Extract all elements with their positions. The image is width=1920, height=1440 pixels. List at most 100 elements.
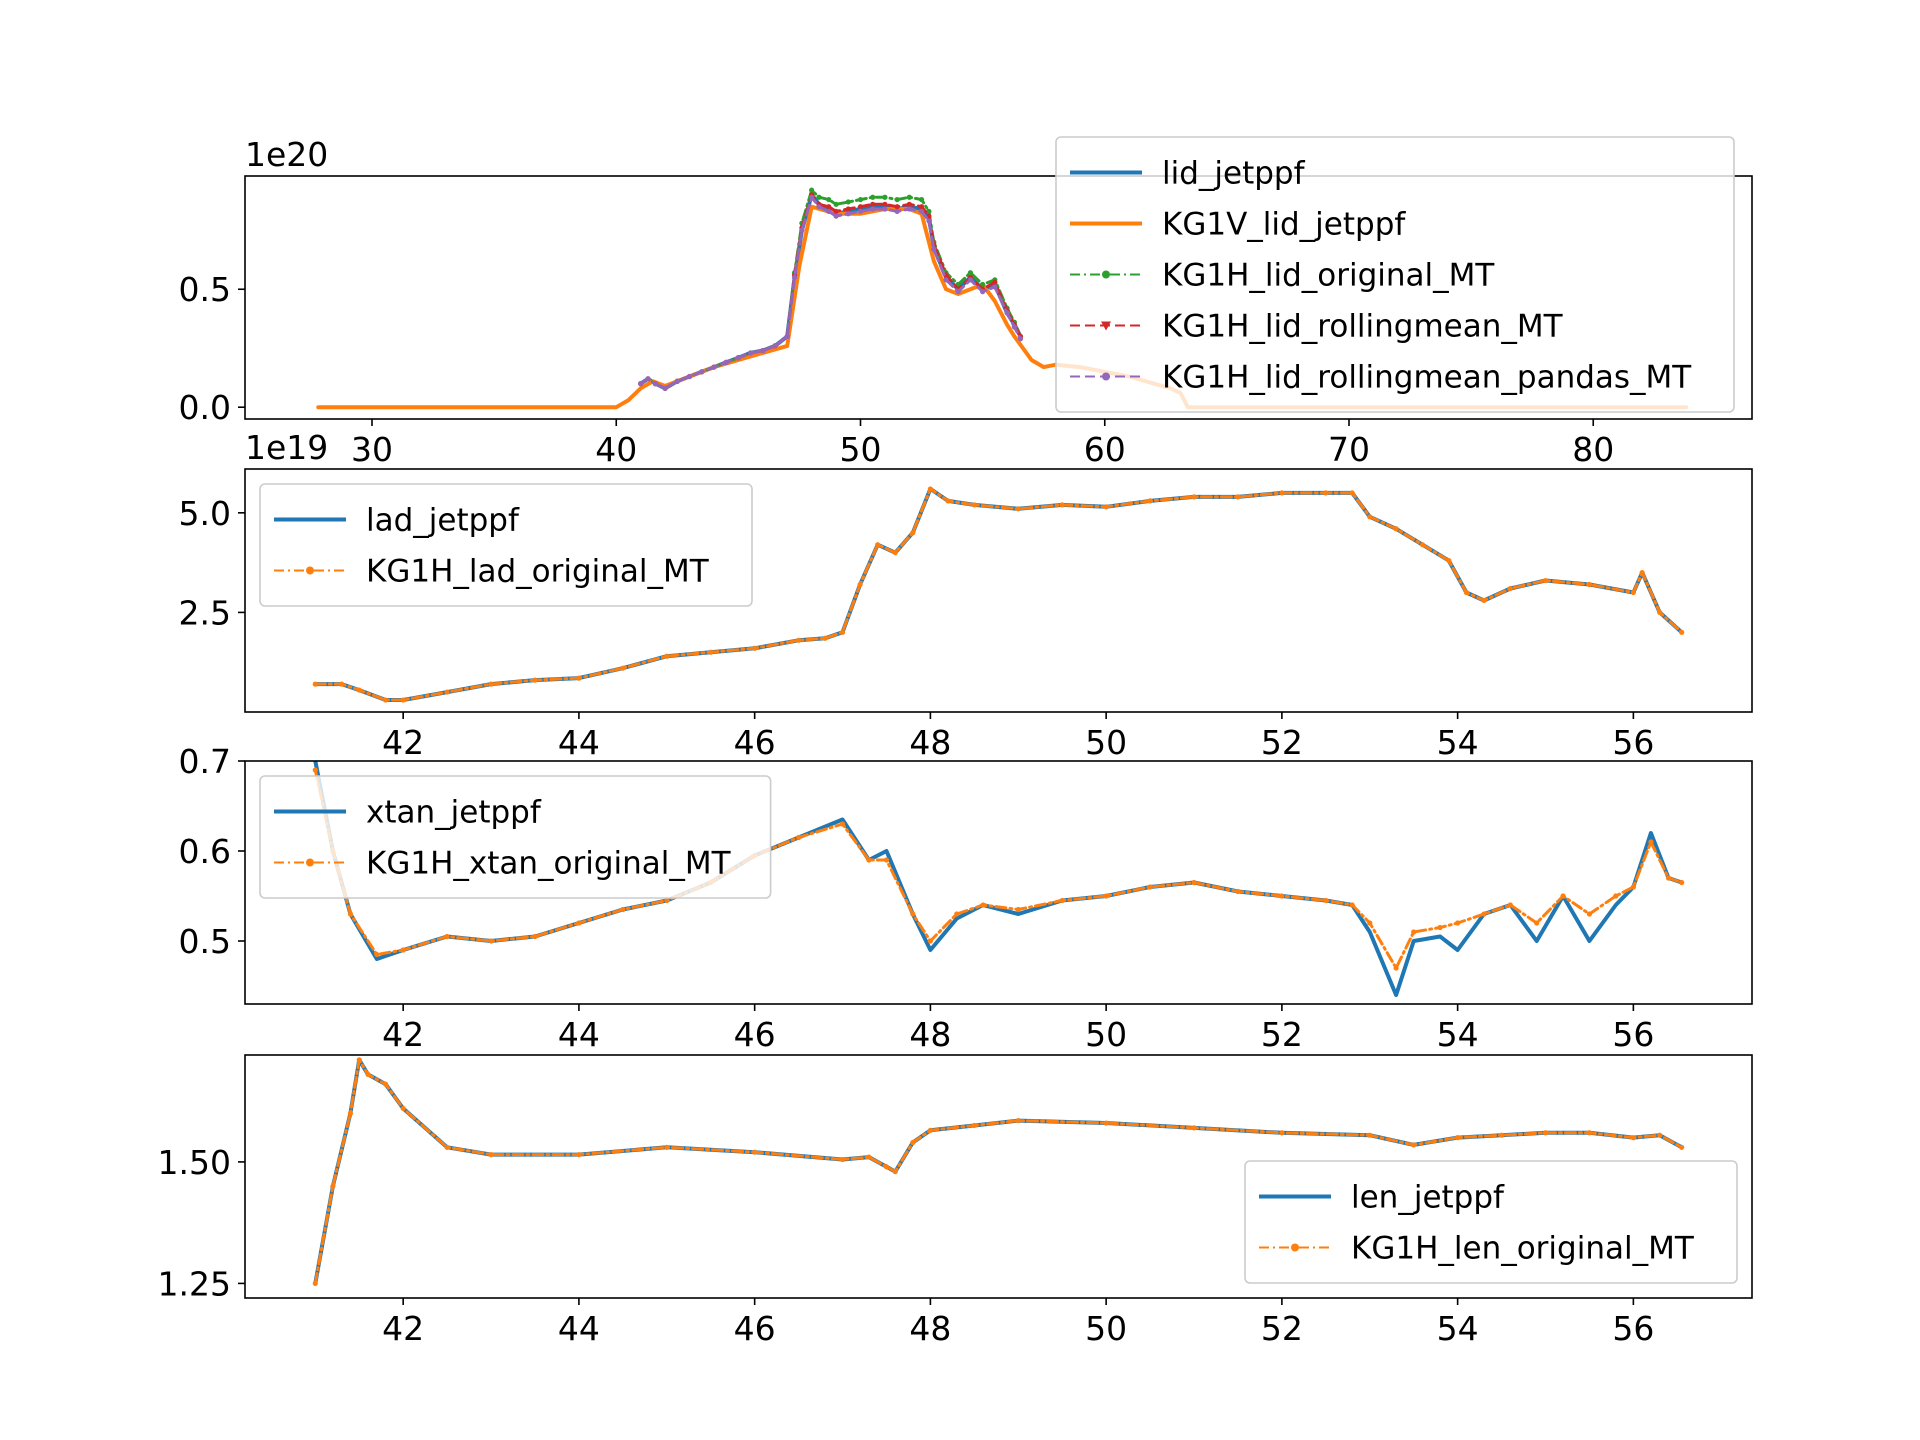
series-point <box>1017 336 1024 342</box>
y-tick-label: 1.50 <box>158 1143 231 1182</box>
series-point <box>931 246 937 252</box>
series-point <box>1393 526 1399 532</box>
subplot-1: 30 40 50 60 70 80 0.0 0.5 1e20 <box>179 135 1753 469</box>
series-point <box>882 201 888 207</box>
x-tick-label: 56 <box>1612 1015 1654 1054</box>
series-line-kg1h-len-original-mt <box>313 1058 1684 1285</box>
series-point <box>1534 920 1540 926</box>
series-point <box>1665 875 1672 881</box>
legend-label: KG1H_lid_original_MT <box>1162 258 1495 294</box>
series-point <box>1367 1132 1373 1138</box>
series-point <box>1323 897 1329 904</box>
series-point <box>943 277 949 283</box>
series-point <box>708 649 714 655</box>
series-point <box>839 821 846 827</box>
series-point <box>1279 893 1285 899</box>
x-tick-label: 52 <box>1261 1015 1303 1054</box>
legend-label: KG1V_lid_jetppf <box>1162 207 1406 243</box>
series-point <box>723 359 729 365</box>
legend-label: lad_jetppf <box>366 503 520 539</box>
series-point <box>1560 893 1566 899</box>
series-point <box>356 1057 362 1063</box>
series-point <box>735 355 741 361</box>
y-tick-label: 5.0 <box>179 494 231 533</box>
series-point <box>894 196 900 203</box>
series-point <box>816 194 822 200</box>
series-point <box>1437 924 1443 931</box>
series-point <box>664 1144 670 1150</box>
x-tick-label: 48 <box>909 723 951 762</box>
legend-label: KG1H_xtan_original_MT <box>366 846 732 882</box>
series-point <box>444 1144 450 1150</box>
series-point <box>1613 893 1619 899</box>
series-point <box>1542 1130 1549 1136</box>
series-point <box>910 530 916 536</box>
x-tick-label: 44 <box>558 1309 600 1348</box>
series-point <box>822 635 828 641</box>
series-point <box>1059 502 1065 508</box>
x-tick-label: 50 <box>1085 1015 1127 1054</box>
series-point <box>906 194 912 200</box>
series-point <box>1235 494 1241 500</box>
series-point <box>955 289 961 295</box>
series-point <box>826 196 832 203</box>
subplots: 30 40 50 60 70 80 0.0 0.5 1e20 42 44 46 48 50 52 54 56 2.… <box>158 135 1753 1348</box>
x-tick-label: 44 <box>558 1015 600 1054</box>
series-point <box>1507 585 1513 592</box>
legend-2: lad_jetppf KG1H_lad_original_MT <box>259 483 753 607</box>
series-point <box>784 333 790 340</box>
series-point <box>1586 911 1593 917</box>
series-point <box>1679 1144 1685 1150</box>
series-point <box>1507 902 1513 908</box>
series-point <box>752 1149 758 1155</box>
series-point <box>374 951 380 958</box>
legend-label: KG1H_lad_original_MT <box>366 554 710 590</box>
axes-frame <box>244 1054 1753 1299</box>
series-point <box>339 681 345 687</box>
series-point <box>845 199 851 205</box>
series-point <box>833 208 839 214</box>
series-point <box>532 933 538 940</box>
series-point <box>652 381 658 387</box>
series-point <box>1279 490 1285 496</box>
legend-label: lid_jetppf <box>1162 156 1306 192</box>
series-point <box>795 834 802 841</box>
series-point <box>954 911 960 917</box>
series-point <box>382 697 389 703</box>
series-point <box>760 347 766 354</box>
series-point <box>1015 1118 1021 1124</box>
series-point <box>1279 1130 1285 1136</box>
axis-offset-label: 1e19 <box>245 428 328 467</box>
series-point <box>910 1139 916 1146</box>
series-point <box>488 938 494 944</box>
x-tick-label: 54 <box>1437 1015 1479 1054</box>
legend-label: KG1H_lid_rollingmean_pandas_MT <box>1162 360 1692 396</box>
axis-offset-label: 1e20 <box>245 135 328 174</box>
series-point <box>971 1122 977 1129</box>
series-point <box>645 376 651 382</box>
series-point <box>576 675 582 681</box>
series-point <box>857 208 864 214</box>
series-point <box>664 653 670 659</box>
plot-lines <box>312 486 1685 703</box>
legend-4: len_jetppf KG1H_len_original_MT <box>1244 1160 1738 1284</box>
series-point <box>330 1183 336 1189</box>
series-point <box>1481 597 1487 604</box>
series-point <box>870 194 876 200</box>
series-point <box>356 687 362 693</box>
series-point <box>365 1071 371 1078</box>
series-point <box>980 281 986 288</box>
x-tick-label: 50 <box>1085 1309 1127 1348</box>
series-point <box>1463 589 1470 596</box>
series-point <box>980 289 986 295</box>
series-point <box>747 350 754 356</box>
series-point <box>1586 581 1593 588</box>
x-tick-label: 52 <box>1261 1309 1303 1348</box>
series-point <box>971 502 977 508</box>
series-point <box>910 911 916 917</box>
series-point <box>791 274 798 281</box>
series-point <box>662 385 668 391</box>
series-point <box>1455 920 1461 926</box>
axes-frame <box>244 468 1753 713</box>
x-tick-label: 50 <box>840 430 882 469</box>
